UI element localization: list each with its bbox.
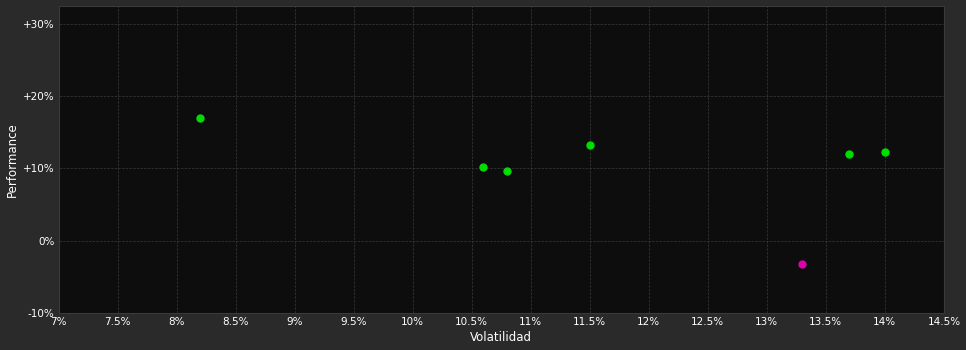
Y-axis label: Performance: Performance bbox=[6, 122, 18, 197]
X-axis label: Volatilidad: Volatilidad bbox=[470, 331, 532, 344]
